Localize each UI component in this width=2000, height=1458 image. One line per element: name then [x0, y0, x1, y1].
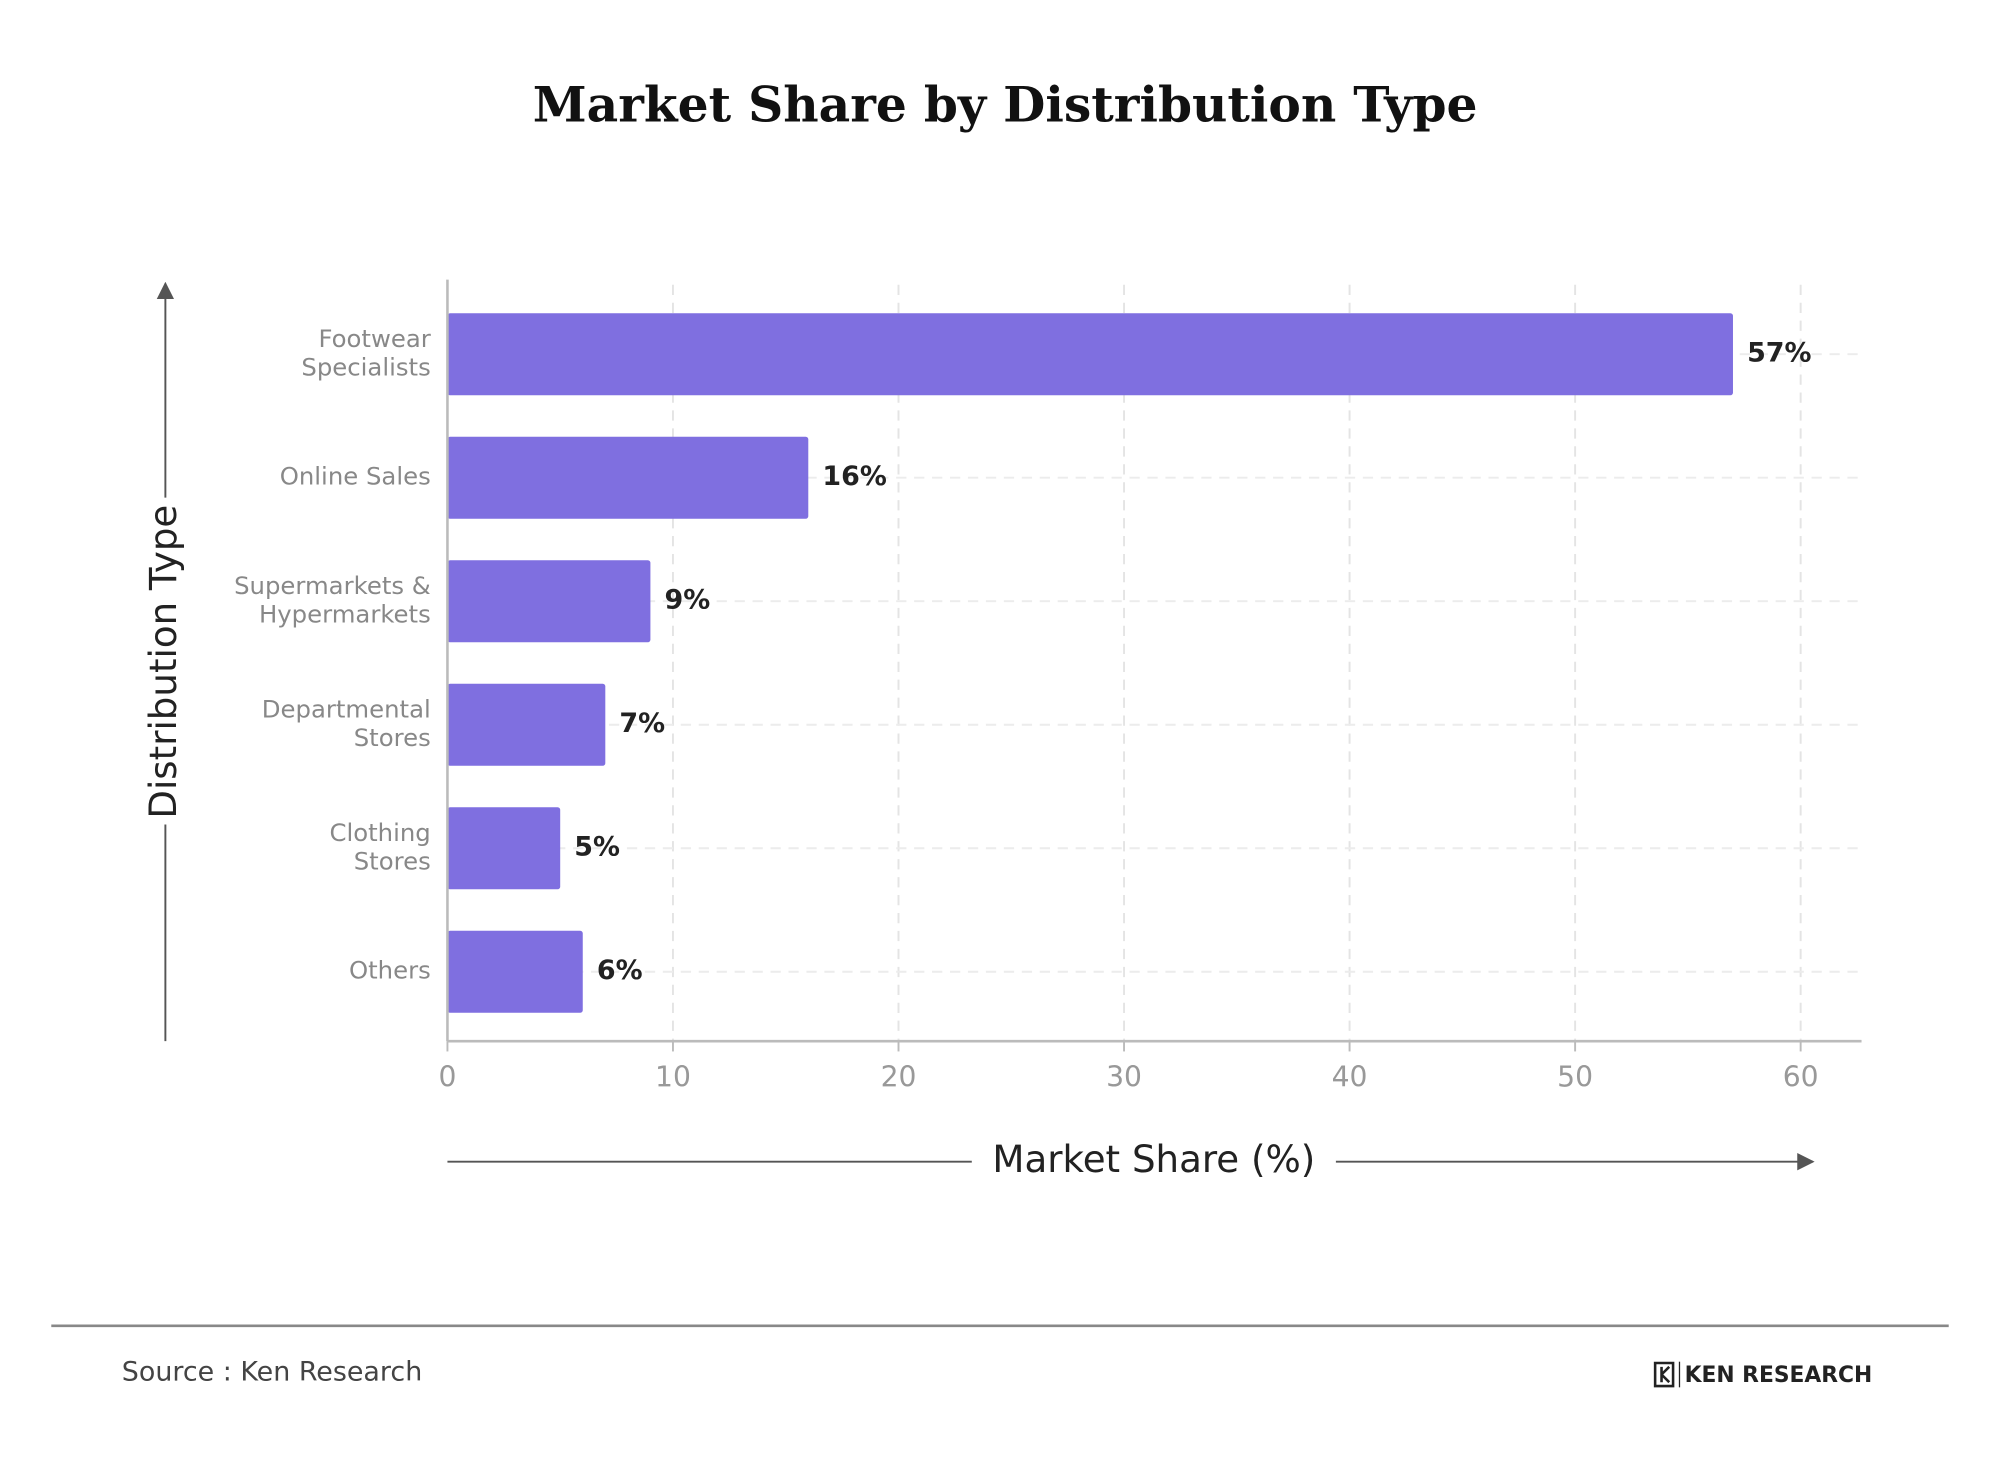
data-label: 7%	[619, 708, 665, 739]
data-label: 16%	[822, 461, 886, 492]
bar	[447, 313, 1733, 396]
data-label: 6%	[597, 955, 643, 986]
data-label: 5%	[574, 832, 620, 863]
bar	[447, 807, 561, 890]
x-tick-label: 30	[1106, 1060, 1142, 1093]
data-label: 9%	[665, 585, 711, 616]
y-tick-label: Clothing Stores	[329, 818, 430, 875]
y-tick-label: Others	[349, 956, 431, 985]
y-tick-label: Online Sales	[280, 462, 431, 491]
bar	[447, 560, 651, 643]
bar	[447, 436, 809, 519]
brand-logo	[1653, 1361, 1675, 1388]
bar	[447, 683, 606, 766]
x-tick-label: 0	[438, 1060, 456, 1093]
x-tick-label: 50	[1557, 1060, 1593, 1093]
y-tick-label: Footwear Specialists	[301, 324, 431, 381]
source: Source : Ken Research	[122, 1357, 422, 1388]
x-tick-label: 60	[1783, 1060, 1819, 1093]
x-tick-label: 20	[881, 1060, 917, 1093]
x-axis-label: Market Share (%)	[992, 1137, 1315, 1181]
x-tick-label: 10	[655, 1060, 691, 1093]
bar	[447, 930, 583, 1013]
y-tick-label: Supermarkets & Hypermarkets	[234, 571, 431, 628]
brand: KEN RESEARCH	[1685, 1363, 1873, 1388]
chart-title: Market Share by Distribution Type	[533, 77, 1478, 134]
x-tick-label: 40	[1332, 1060, 1368, 1093]
y-axis-label: Distribution Type	[141, 505, 185, 819]
data-label: 57%	[1747, 338, 1811, 369]
y-tick-label: Departmental Stores	[262, 695, 431, 752]
